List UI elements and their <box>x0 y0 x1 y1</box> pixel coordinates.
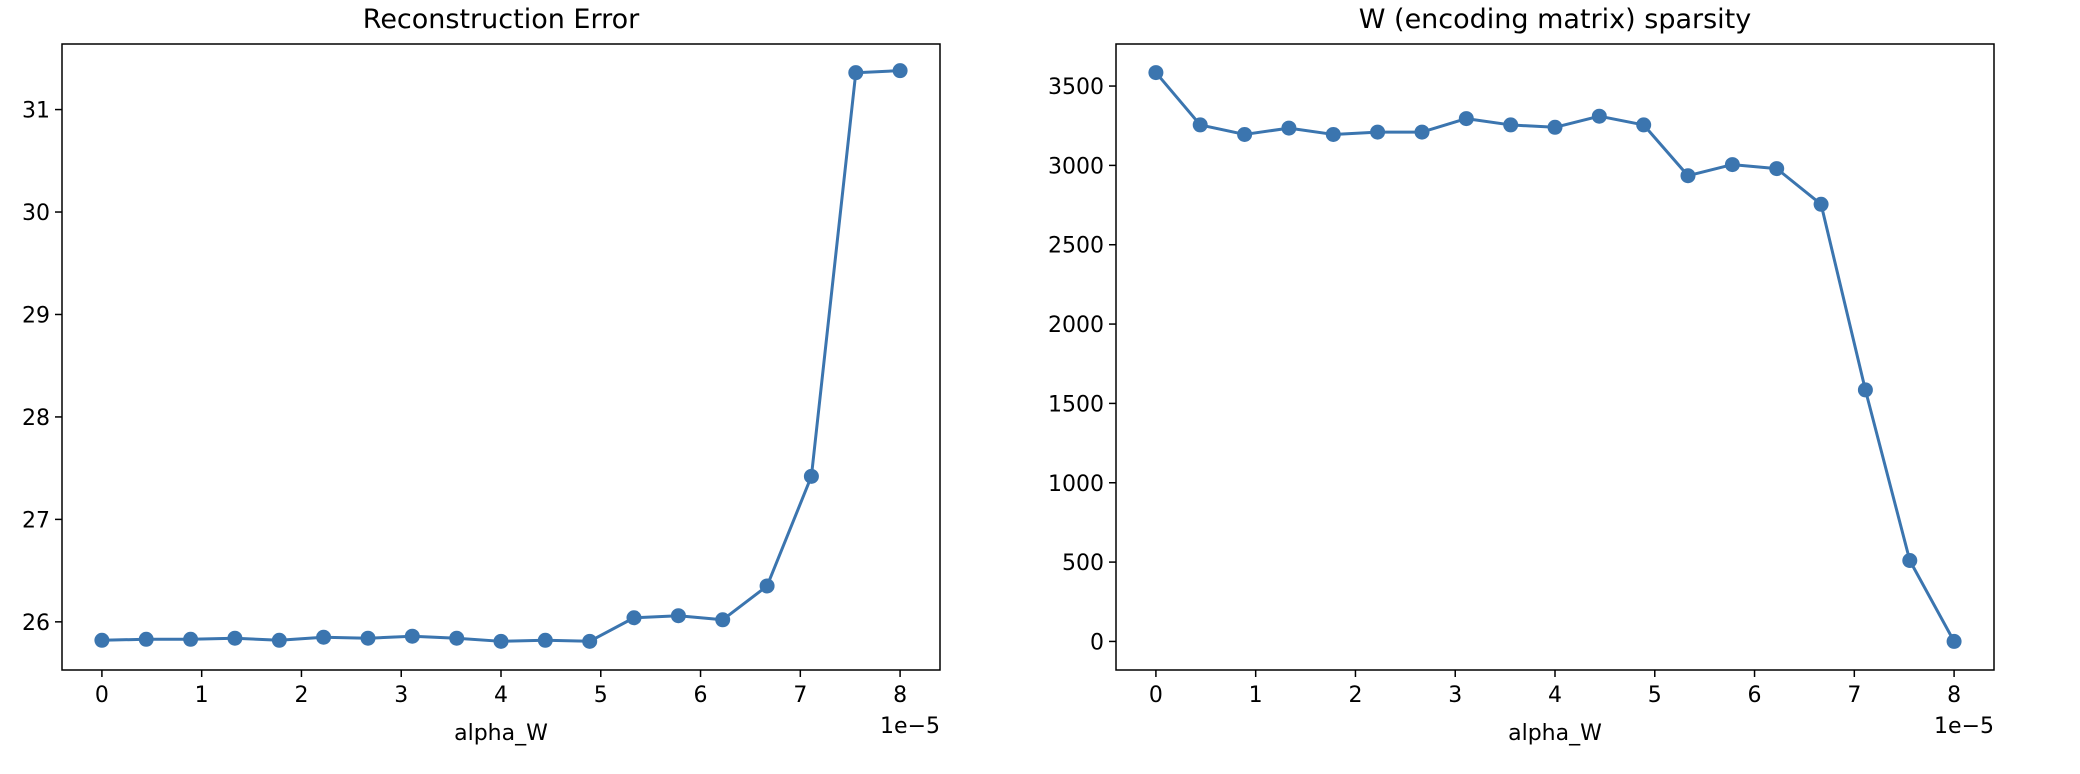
x-tick-label: 8 <box>893 683 907 708</box>
y-tick-label: 2500 <box>1048 234 1104 259</box>
y-tick-label: 1500 <box>1048 392 1104 417</box>
data-point <box>1547 119 1563 135</box>
data-point <box>1370 124 1386 140</box>
y-tick-label: 3000 <box>1048 154 1104 179</box>
data-point <box>1857 382 1873 398</box>
data-point <box>94 632 110 648</box>
data-point <box>1680 168 1696 184</box>
data-point <box>1458 111 1474 127</box>
x-tick-label: 2 <box>294 683 308 708</box>
y-tick-label: 30 <box>22 201 50 226</box>
data-point <box>1946 633 1962 649</box>
data-point <box>670 608 686 624</box>
data-point <box>1237 126 1253 142</box>
x-tick-label: 4 <box>494 683 508 708</box>
x-axis-label: alpha_W <box>454 721 548 746</box>
y-tick-label: 500 <box>1062 551 1104 576</box>
y-tick-label: 26 <box>22 611 50 636</box>
data-point <box>626 610 642 626</box>
x-tick-label: 0 <box>95 683 109 708</box>
x-tick-label: 4 <box>1548 683 1562 708</box>
axes-frame <box>61 43 941 671</box>
data-point <box>449 630 465 646</box>
x-axis-offset-label: 1e−5 <box>1934 714 1994 739</box>
data-point <box>493 633 509 649</box>
data-point <box>404 628 420 644</box>
series-line <box>101 69 901 643</box>
data-point <box>1769 161 1785 177</box>
x-tick-label: 5 <box>1648 683 1662 708</box>
data-point <box>1148 65 1164 81</box>
chart-title: W (encoding matrix) sparsity <box>1359 4 1752 35</box>
data-point <box>1636 117 1652 133</box>
data-point <box>360 630 376 646</box>
x-tick-label: 2 <box>1348 683 1362 708</box>
data-point <box>183 631 199 647</box>
x-tick-label: 1 <box>1249 683 1263 708</box>
data-point <box>316 629 332 645</box>
y-tick-label: 31 <box>22 99 50 124</box>
data-point <box>759 578 775 594</box>
x-tick-label: 3 <box>394 683 408 708</box>
series-line <box>1154 71 1956 643</box>
data-point <box>1281 120 1297 136</box>
data-point <box>1192 117 1208 133</box>
data-point <box>271 632 287 648</box>
data-point <box>1503 117 1519 133</box>
y-tick-label: 0 <box>1090 630 1104 655</box>
y-tick-label: 3500 <box>1048 75 1104 100</box>
y-tick-label: 28 <box>22 406 50 431</box>
x-tick-label: 5 <box>594 683 608 708</box>
x-axis-offset-label: 1e−5 <box>880 714 940 739</box>
data-point <box>1325 126 1341 142</box>
x-tick-label: 1 <box>195 683 209 708</box>
y-tick-label: 27 <box>22 508 50 533</box>
data-point <box>227 630 243 646</box>
data-point <box>537 632 553 648</box>
x-tick-label: 6 <box>694 683 708 708</box>
x-tick-label: 7 <box>793 683 807 708</box>
x-tick-label: 0 <box>1149 683 1163 708</box>
x-tick-label: 3 <box>1448 683 1462 708</box>
data-point <box>1813 196 1829 212</box>
y-tick-label: 29 <box>22 303 50 328</box>
data-point <box>1902 553 1918 569</box>
x-tick-label: 6 <box>1748 683 1762 708</box>
chart-w-sparsity: W (encoding matrix) sparsity alpha_W 1e−… <box>1048 4 1995 746</box>
data-point <box>1724 157 1740 173</box>
data-point <box>1414 124 1430 140</box>
data-point <box>803 468 819 484</box>
data-point <box>1591 108 1607 124</box>
data-point <box>138 631 154 647</box>
x-tick-label: 8 <box>1947 683 1961 708</box>
y-tick-label: 1000 <box>1048 472 1104 497</box>
data-point <box>892 63 908 79</box>
x-tick-label: 7 <box>1847 683 1861 708</box>
x-axis-label: alpha_W <box>1508 721 1602 746</box>
chart-title: Reconstruction Error <box>363 4 640 35</box>
data-point <box>848 65 864 81</box>
y-tick-label: 2000 <box>1048 313 1104 338</box>
chart-reconstruction-error: Reconstruction Error alpha_W 1e−5 0 1 2 3 4 5… <box>22 4 941 746</box>
data-point <box>715 612 731 628</box>
data-point <box>582 633 598 649</box>
